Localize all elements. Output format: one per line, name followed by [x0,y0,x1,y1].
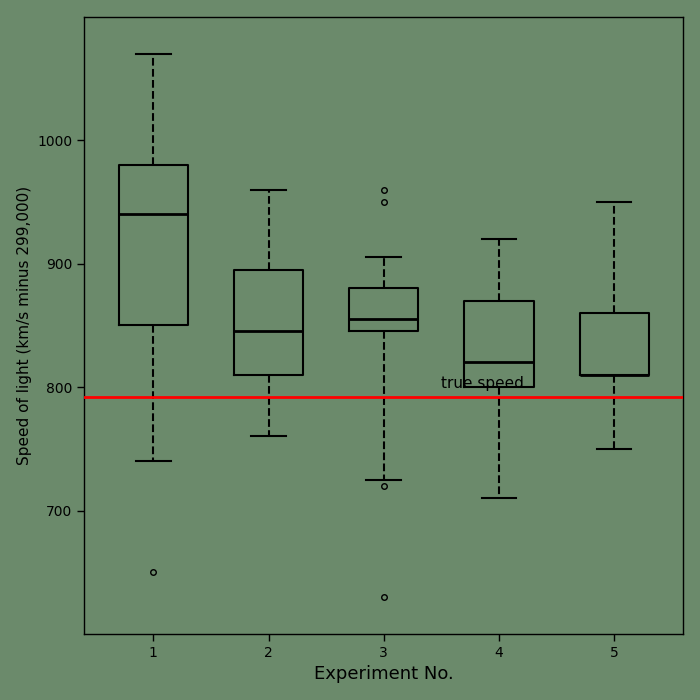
Y-axis label: Speed of light (km/s minus 299,000): Speed of light (km/s minus 299,000) [17,186,32,465]
X-axis label: Experiment No.: Experiment No. [314,665,454,683]
Text: true speed: true speed [442,376,524,391]
